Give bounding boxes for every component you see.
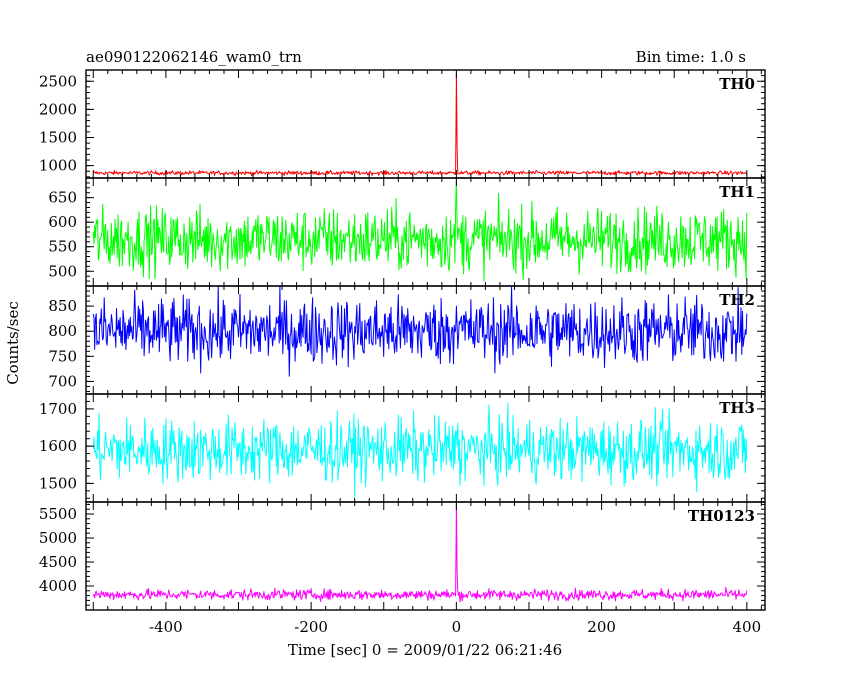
series-line-th3: [92, 402, 748, 498]
y-tick-label: 1600: [39, 437, 77, 455]
panel-th0123: 4000 4500 5000 5500 TH0123: [39, 501, 766, 611]
panel-label-th3: TH3: [719, 399, 755, 417]
panel-label-th0123: TH0123: [688, 507, 755, 525]
y-tick-label: 1500: [39, 474, 77, 492]
y-tick-label: 850: [48, 297, 77, 315]
panel-th2: 700 750 800 850 TH2: [48, 285, 766, 395]
y-tick-label: 1700: [39, 400, 77, 418]
chart-title: ae090122062146_wam0_trn: [86, 48, 302, 66]
y-tick-label: 4000: [39, 577, 77, 595]
panel-frame: [85, 69, 766, 179]
x-axis-label: Time [sec] 0 = 2009/01/22 06:21:46: [288, 641, 562, 659]
y-tick-label: 5500: [39, 505, 77, 523]
y-tick-label: 2500: [39, 72, 77, 90]
series-line-th1: [92, 178, 748, 282]
series-line-th2: [92, 286, 748, 377]
panels-group: 1000 1500 2000 2500 TH0 500 550 600 650 TH1 700 750…: [39, 69, 766, 611]
panel-th3: 1500 1600 1700 TH3: [39, 393, 766, 503]
y-tick-label: 800: [48, 322, 77, 340]
panel-th1: 500 550 600 650 TH1: [48, 177, 766, 287]
series-line-th0123: [92, 502, 748, 603]
y-tick-label: 2000: [39, 100, 77, 118]
x-tick-label: 200: [587, 618, 616, 636]
panel-frame: [85, 501, 766, 611]
x-axis: -400 -200 0 200 400: [149, 618, 761, 636]
panel-label-th1: TH1: [719, 183, 755, 201]
x-tick-label: -200: [294, 618, 328, 636]
y-tick-label: 550: [48, 238, 77, 256]
y-tick-label: 4500: [39, 553, 77, 571]
y-tick-label: 1000: [39, 157, 77, 175]
panel-label-th0: TH0: [719, 75, 755, 93]
x-tick-label: 400: [733, 618, 762, 636]
panel-label-th2: TH2: [719, 291, 755, 309]
y-tick-label: 5000: [39, 529, 77, 547]
series-line-th0: [93, 72, 748, 177]
panel-th0: 1000 1500 2000 2500 TH0: [39, 69, 766, 179]
y-tick-label: 650: [48, 189, 77, 207]
bin-time-label: Bin time: 1.0 s: [636, 48, 746, 66]
y-axis-label: Counts/sec: [4, 301, 22, 385]
y-tick-label: 750: [48, 347, 77, 365]
x-tick-label: 0: [452, 618, 462, 636]
y-tick-label: 1500: [39, 129, 77, 147]
y-tick-label: 500: [48, 262, 77, 280]
y-tick-label: 700: [48, 372, 77, 390]
x-tick-label: -400: [149, 618, 183, 636]
y-tick-label: 600: [48, 213, 77, 231]
